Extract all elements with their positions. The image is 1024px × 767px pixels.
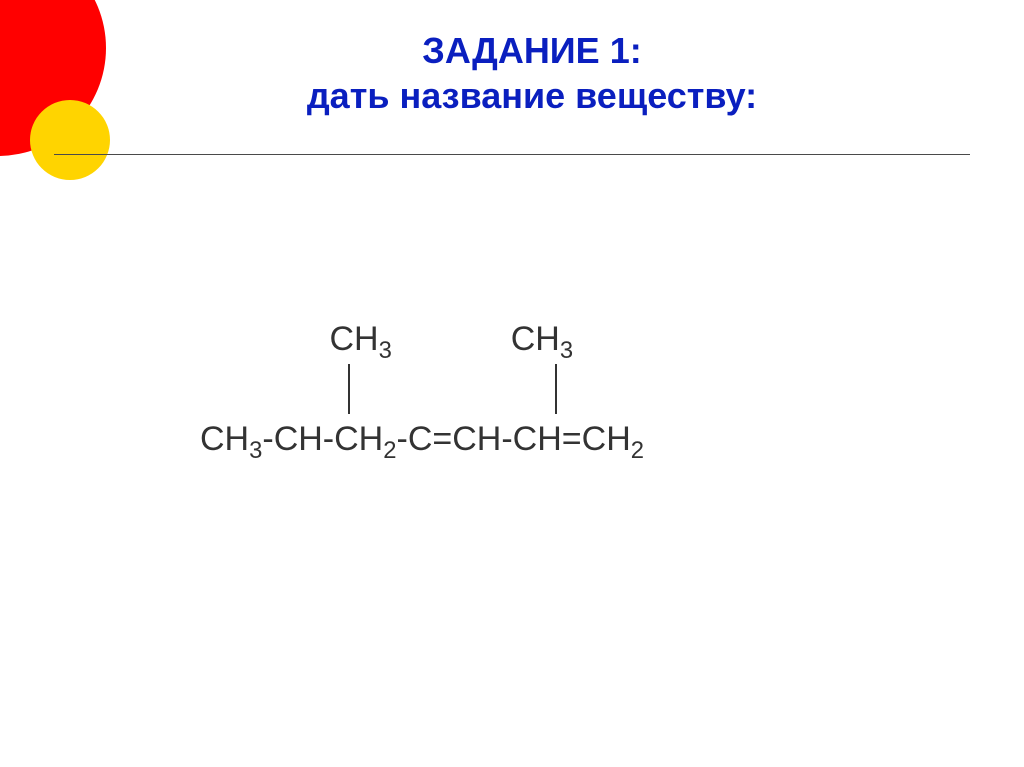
chem-text: CH (334, 420, 383, 458)
title-line-1: ЗАДАНИЕ 1: (422, 30, 641, 71)
title-line-2: дать название веществу: (307, 75, 757, 116)
bond-double: = (432, 420, 452, 458)
chem-text: CH (329, 320, 378, 358)
methyl-group-2: CH3 (511, 320, 573, 358)
chem-subscript: 3 (249, 437, 262, 464)
bond-dash: - (323, 420, 334, 458)
chem-text: CH (511, 320, 560, 358)
bond-line-2 (555, 364, 557, 414)
formula-main-chain: CH3-CH-CH2-C=CH-CH=CH2 (200, 420, 644, 459)
chem-subscript: 3 (379, 337, 392, 364)
decorative-circle-yellow (30, 100, 110, 180)
bond-dash: - (501, 420, 512, 458)
chem-text: CH (200, 420, 249, 458)
methyl-group-1: CH3 (329, 320, 401, 358)
chem-text: CH (582, 420, 631, 458)
chem-text: C (408, 420, 433, 458)
chemical-formula: CH3 CH3 CH3-CH-CH2-C=CH-CH=CH2 (200, 320, 573, 359)
horizontal-divider (54, 154, 970, 155)
bond-dash: - (396, 420, 407, 458)
bond-dash: - (262, 420, 273, 458)
slide-title: ЗАДАНИЕ 1: дать название веществу: (100, 28, 964, 118)
chem-text: CH (274, 420, 323, 458)
formula-substituents-row: CH3 CH3 (200, 320, 573, 359)
chem-subscript: 2 (383, 437, 396, 464)
bond-line-1 (348, 364, 350, 414)
chem-subscript: 3 (560, 337, 573, 364)
bond-double: = (562, 420, 582, 458)
chem-text: CH (513, 420, 562, 458)
slide: ЗАДАНИЕ 1: дать название веществу: CH3 C… (0, 0, 1024, 767)
chem-text: CH (452, 420, 501, 458)
chem-subscript: 2 (631, 437, 644, 464)
